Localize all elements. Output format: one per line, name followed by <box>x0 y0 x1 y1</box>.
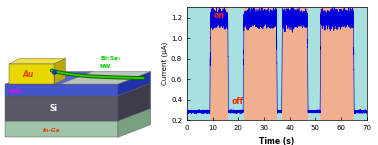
Polygon shape <box>5 108 150 121</box>
Bar <box>321 7 354 120</box>
X-axis label: Time (s): Time (s) <box>259 137 294 145</box>
Polygon shape <box>5 96 118 121</box>
Text: Bi$_2$Se$_3$: Bi$_2$Se$_3$ <box>100 54 122 63</box>
Y-axis label: Current (μA): Current (μA) <box>162 42 168 85</box>
Polygon shape <box>5 84 118 96</box>
Text: Si: Si <box>50 104 57 113</box>
Polygon shape <box>5 121 118 137</box>
Polygon shape <box>118 71 150 96</box>
Text: NW: NW <box>100 64 111 69</box>
Text: off: off <box>232 97 244 106</box>
Text: on: on <box>214 11 225 20</box>
Bar <box>210 7 228 120</box>
Polygon shape <box>9 58 65 64</box>
Polygon shape <box>118 108 150 137</box>
Polygon shape <box>60 71 150 84</box>
Polygon shape <box>54 58 65 84</box>
Bar <box>282 7 308 120</box>
Polygon shape <box>118 83 150 121</box>
Text: Au: Au <box>23 70 34 79</box>
Bar <box>243 7 277 120</box>
Polygon shape <box>5 71 93 84</box>
Text: SiO$_2$: SiO$_2$ <box>8 87 24 96</box>
Polygon shape <box>9 64 54 84</box>
Text: In-Ga: In-Ga <box>43 128 60 133</box>
Polygon shape <box>5 83 150 96</box>
